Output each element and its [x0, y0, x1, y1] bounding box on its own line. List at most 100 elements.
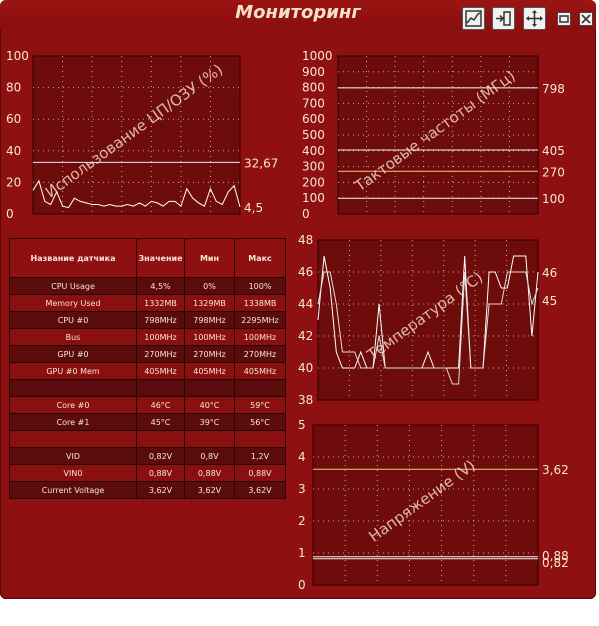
table-row: Current Voltage 3,62V 3,62V 3,62V	[9, 481, 286, 499]
table-row: CPU #0 798MHz 798MHz 2295MHz	[9, 311, 286, 329]
table-cell: 1332MB	[136, 294, 185, 312]
table-cell: 1,2V	[234, 447, 286, 465]
table-cell	[136, 430, 185, 448]
table-cell: 0,88V	[184, 464, 235, 482]
y-tick-label: 20	[6, 175, 21, 189]
table-cell: 3,62V	[136, 481, 185, 499]
table-cell: 39°C	[184, 413, 235, 431]
y-tick-label: 60	[6, 112, 21, 126]
chart-toggle-button[interactable]	[462, 7, 485, 30]
plot-area	[317, 239, 539, 401]
series-end-label: 0,82	[542, 556, 569, 570]
series-end-label: 4,5	[244, 201, 263, 215]
table-cell: 46°C	[136, 396, 185, 414]
plot-area	[32, 55, 241, 215]
table-cell: 0%	[184, 277, 235, 295]
table-row: VIN0 0,88V 0,88V 0,88V	[9, 464, 286, 482]
table-cell: 56°C	[234, 413, 286, 431]
series-end-label: 798	[542, 82, 565, 96]
y-tick-label: 40	[298, 361, 313, 375]
series-end-label: 3,62	[542, 463, 569, 477]
table-cell: 798MHz	[184, 311, 235, 329]
y-tick-label: 300	[302, 160, 325, 174]
move-button[interactable]	[523, 7, 546, 30]
table-cell: 0,8V	[184, 447, 235, 465]
table-cell: 3,62V	[234, 481, 286, 499]
y-tick-label: 80	[6, 81, 21, 95]
table-cell: 0,88V	[136, 464, 185, 482]
series-end-label: 45	[542, 294, 557, 308]
table-cell: 1338MB	[234, 294, 286, 312]
table-cell: 40°C	[184, 396, 235, 414]
series-end-label: 46	[542, 266, 557, 280]
series-line	[32, 179, 241, 209]
sensor-table: Название датчика Значение Мин Макс CPU Usage…	[9, 238, 286, 499]
dock-icon	[496, 11, 511, 26]
table-cell: Current Voltage	[9, 481, 137, 499]
move-icon	[526, 10, 543, 27]
table-cell: 59°C	[234, 396, 286, 414]
series-line	[317, 271, 539, 385]
header-cell: Макс	[234, 238, 286, 278]
table-cell: Core #0	[9, 396, 137, 414]
close-button[interactable]	[579, 11, 593, 26]
y-tick-label: 700	[302, 96, 325, 110]
window-title: Мониторинг	[235, 2, 361, 23]
y-tick-label: 900	[302, 65, 325, 79]
y-tick-label: 2	[298, 514, 306, 528]
table-cell	[234, 430, 286, 448]
y-tick-label: 40	[6, 144, 21, 158]
y-tick-label: 5	[298, 418, 306, 432]
y-tick-label: 0	[6, 207, 14, 221]
y-tick-label: 500	[302, 128, 325, 142]
table-cell: 0,88V	[234, 464, 286, 482]
table-row: VID 0,82V 0,8V 1,2V	[9, 447, 286, 465]
header-cell: Значение	[136, 238, 185, 278]
dock-button[interactable]	[492, 7, 515, 30]
table-cell: VID	[9, 447, 137, 465]
table-cell: 3,62V	[184, 481, 235, 499]
table-cell: Bus	[9, 328, 137, 346]
table-row: Memory Used 1332MB 1329MB 1338MB	[9, 294, 286, 312]
table-cell: 405MHz	[234, 362, 286, 380]
table-cell: GPU #0	[9, 345, 137, 363]
table-row: CPU Usage 4,5% 0% 100%	[9, 277, 286, 295]
table-cell	[184, 430, 235, 448]
y-tick-label: 200	[302, 175, 325, 189]
title-bar[interactable]: Мониторинг	[0, 0, 596, 30]
table-cell: 405MHz	[136, 362, 185, 380]
table-cell: Memory Used	[9, 294, 137, 312]
table-cell	[234, 379, 286, 397]
y-tick-label: 100	[6, 49, 29, 63]
y-tick-label: 44	[298, 297, 313, 311]
table-row: GPU #0 270MHz 270MHz 270MHz	[9, 345, 286, 363]
restore-button[interactable]	[557, 11, 571, 26]
y-tick-label: 800	[302, 81, 325, 95]
table-cell: 798MHz	[136, 311, 185, 329]
table-cell: 45°C	[136, 413, 185, 431]
y-tick-label: 48	[298, 233, 313, 247]
y-tick-label: 400	[302, 144, 325, 158]
table-cell: 1329MB	[184, 294, 235, 312]
restore-icon	[557, 12, 571, 26]
cpu-ram-usage-chart: 0 20 40 60 80 100 32,67 4,5 Использование ЦП/ОЗУ…	[6, 49, 569, 592]
y-tick-label: 3	[298, 482, 306, 496]
monitoring-window: Мониторинг	[0, 0, 596, 599]
y-tick-label: 600	[302, 112, 325, 126]
sensor-table-header: Название датчика Значение Мин Макс	[9, 238, 286, 278]
table-cell: 100MHz	[184, 328, 235, 346]
table-cell: 100%	[234, 277, 286, 295]
y-tick-label: 0	[302, 207, 310, 221]
y-tick-label: 38	[298, 393, 313, 407]
header-cell: Мин	[184, 238, 235, 278]
series-end-label: 270	[542, 165, 565, 179]
series-line	[317, 255, 539, 369]
series-end-label: 0,88	[542, 549, 569, 563]
y-tick-label: 42	[298, 329, 313, 343]
table-cell: 270MHz	[234, 345, 286, 363]
table-row	[9, 379, 286, 397]
table-cell: GPU #0 Mem	[9, 362, 137, 380]
header-cell: Название датчика	[9, 238, 137, 278]
table-cell	[184, 379, 235, 397]
